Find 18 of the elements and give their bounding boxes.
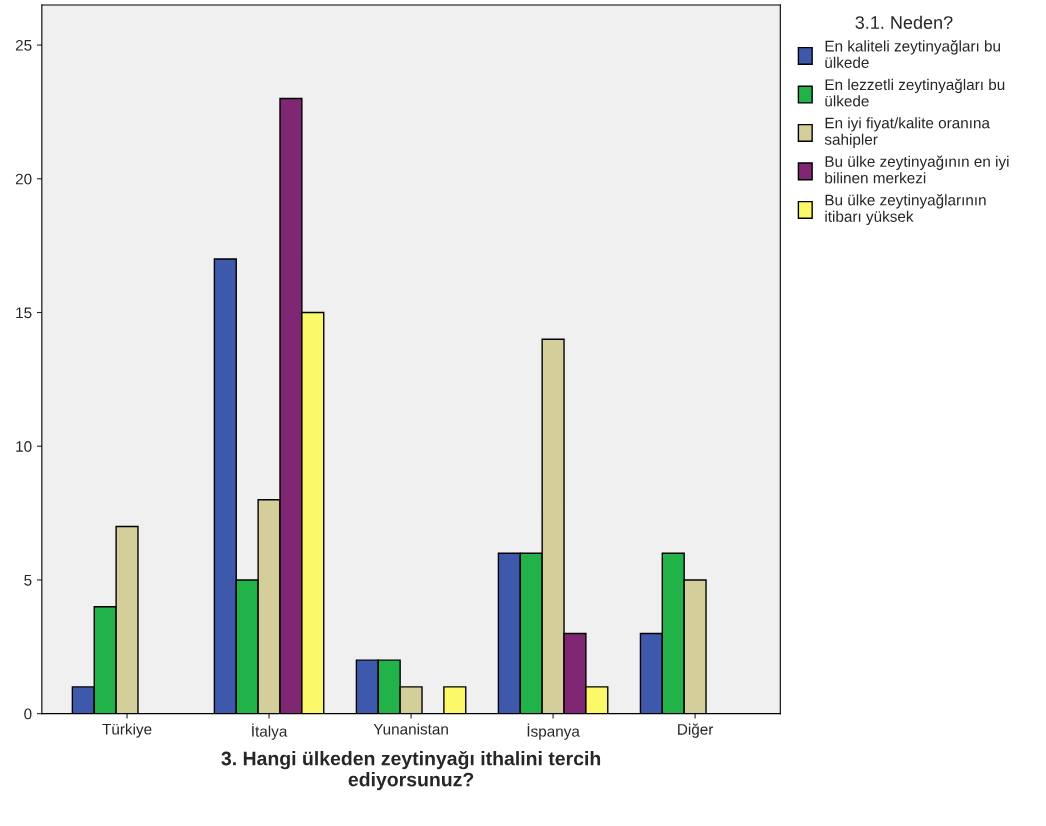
- y-tick-label: 25: [15, 39, 32, 51]
- y-tick-label: 15: [16, 307, 32, 319]
- legend-title: 3.1. Neden?: [855, 15, 953, 29]
- x-tick-label: Diğer: [678, 723, 714, 738]
- x-tick-label: Yunanistan: [373, 723, 448, 735]
- y-tick-label: 5: [24, 574, 32, 586]
- legend-label: En iyi fiyat/kalite oranına sahipler: [824, 117, 990, 148]
- y-tick-label: 10: [16, 441, 32, 452]
- y-tick-label: 20: [15, 173, 32, 185]
- legend-label: En lezzetli zeytinyağları bu ülkede: [825, 78, 1005, 107]
- x-tick-label: Türkiye: [102, 723, 152, 738]
- legend-label: En kaliteli zeytinyağları bu ülkede: [825, 40, 1000, 68]
- x-tick-label: İtalya: [252, 723, 288, 740]
- legend-label: Bu ülke zeytinyağının en iyi bilinen merkezi: [825, 155, 1009, 184]
- x-tick-label: İspanya: [527, 723, 580, 740]
- x-axis-title: 3. Hangi ülkeden zeytinyağı ithalini tercih ediyorsunuz?: [221, 750, 601, 791]
- legend-label: Bu ülke zeytinyağlarının itibarı yüksek: [825, 194, 986, 225]
- y-tick-label: 0: [24, 708, 32, 720]
